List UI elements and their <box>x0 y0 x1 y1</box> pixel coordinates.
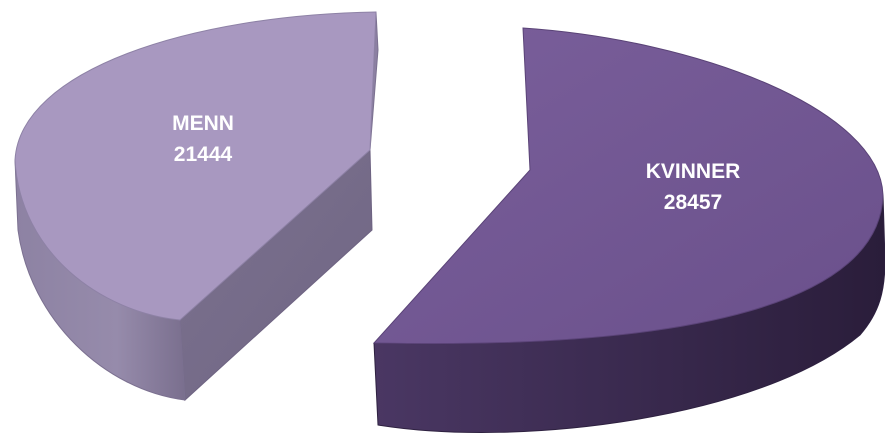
slice-label-kvinner-name: KVINNER <box>646 160 741 183</box>
slice-label-kvinner-value: 28457 <box>664 191 722 214</box>
pie-slice-kvinner-top <box>372 27 884 345</box>
pie-slice-kvinner <box>372 27 885 433</box>
slice-label-menn-name: MENN <box>172 112 234 135</box>
pie-slice-menn-top <box>14 11 377 321</box>
pie-slice-menn <box>14 11 379 402</box>
slice-label-menn-value: 21444 <box>174 143 233 166</box>
